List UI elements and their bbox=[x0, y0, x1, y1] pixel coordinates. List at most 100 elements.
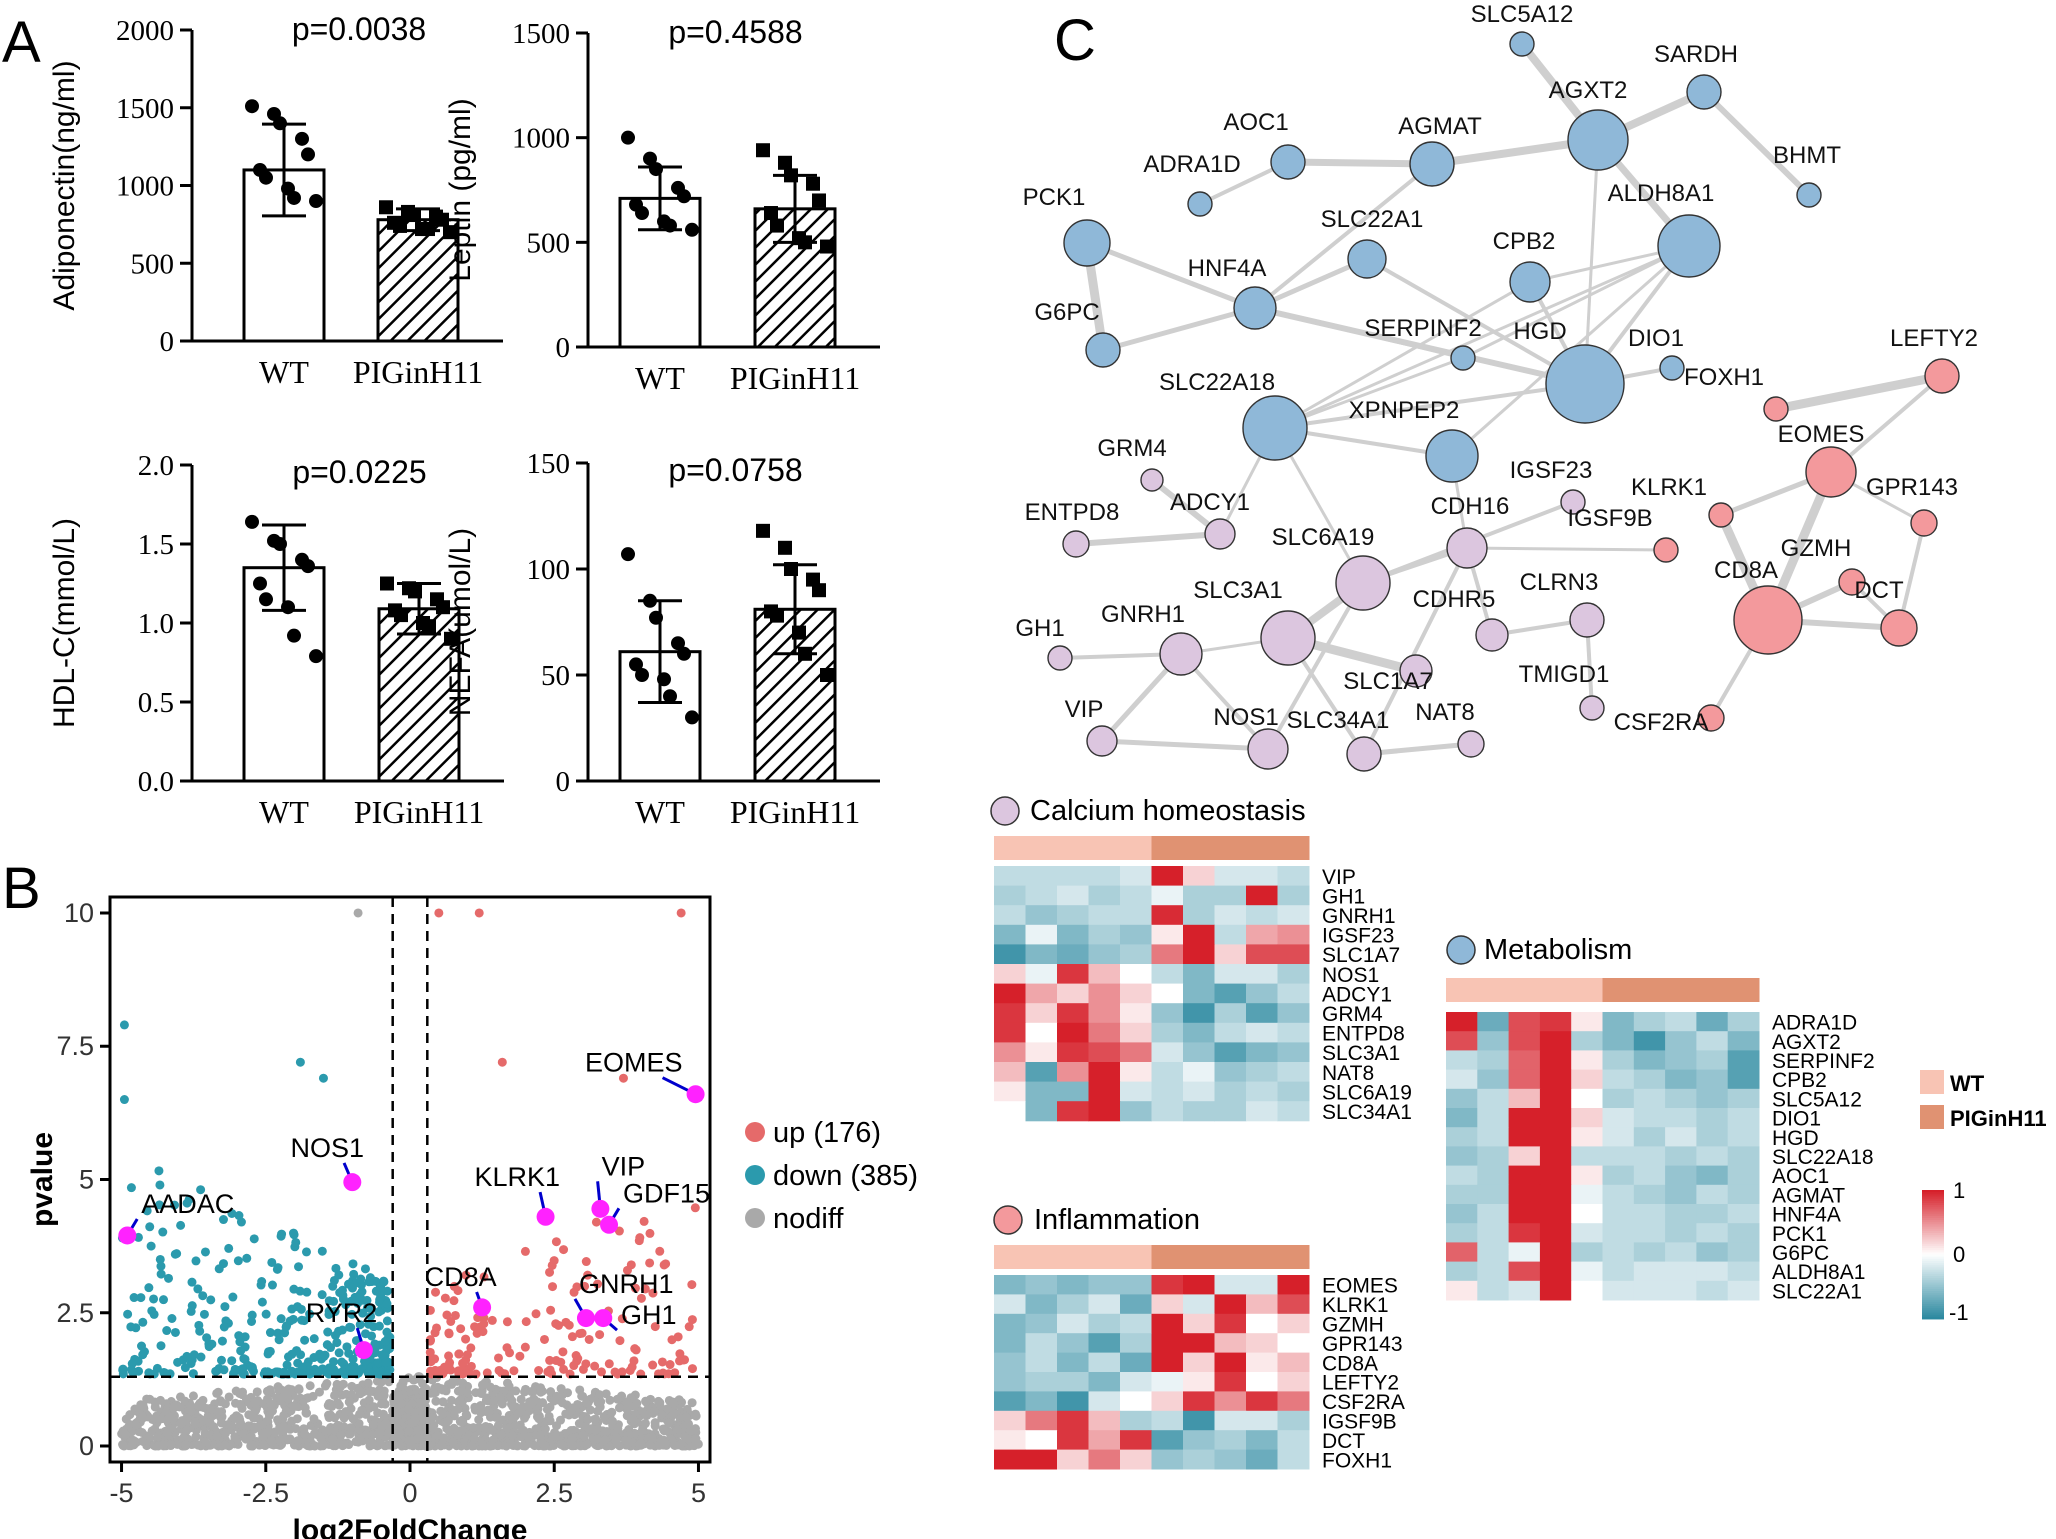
point-down bbox=[377, 1350, 387, 1360]
point-down bbox=[144, 1283, 154, 1293]
heatmap-cell bbox=[1246, 1430, 1278, 1451]
heatmap-cell bbox=[1665, 1012, 1697, 1032]
legend-swatch-nodiff bbox=[745, 1208, 765, 1228]
point-down bbox=[173, 1357, 183, 1367]
point-up bbox=[675, 1349, 685, 1359]
point-nodiff bbox=[663, 1404, 673, 1414]
heatmap-cell bbox=[1539, 1146, 1572, 1167]
heatmap-row-label: HNF4A bbox=[1772, 1204, 1841, 1227]
heatmap-cell bbox=[1508, 1031, 1541, 1051]
heatmap-row-label: LEFTY2 bbox=[1322, 1372, 1399, 1395]
heatmap-row-label: IGSF9B bbox=[1322, 1411, 1397, 1434]
heatmap-cell bbox=[1571, 1223, 1603, 1243]
point-down bbox=[305, 1309, 315, 1319]
color-scale-step bbox=[1922, 1273, 1944, 1277]
point-up bbox=[444, 1351, 454, 1361]
highlight-point bbox=[536, 1207, 555, 1226]
point-down bbox=[362, 1303, 372, 1313]
heatmap-cell bbox=[1539, 1223, 1572, 1243]
heatmap-cell bbox=[994, 1062, 1026, 1083]
point-nodiff bbox=[593, 1398, 603, 1408]
point-nodiff bbox=[153, 1432, 163, 1442]
edge-slc34a1-nat8 bbox=[1363, 741, 1472, 757]
heatmap-cell bbox=[1602, 1261, 1635, 1282]
heatmap-cell bbox=[1539, 1280, 1572, 1301]
heatmap-title: Calcium homeostasis bbox=[1030, 795, 1306, 827]
data-point-wt bbox=[649, 610, 663, 625]
point-down bbox=[186, 1306, 196, 1316]
point-up bbox=[440, 1293, 450, 1303]
heatmap-cell bbox=[1539, 1050, 1572, 1071]
heatmap-cell bbox=[1151, 1333, 1184, 1354]
point-nodiff bbox=[347, 1390, 357, 1400]
point-nodiff bbox=[578, 1430, 588, 1440]
node-slc1a7: SLC1A7 bbox=[1343, 654, 1433, 695]
color-scale-step bbox=[1922, 1263, 1944, 1266]
heatmap-cell bbox=[1633, 1050, 1666, 1071]
heatmap-cell bbox=[1120, 1042, 1152, 1063]
point-nodiff bbox=[138, 1436, 148, 1446]
point-up bbox=[622, 1265, 632, 1275]
heatmap-cell bbox=[1088, 1275, 1121, 1295]
color-scale-step bbox=[1922, 1239, 1944, 1243]
heatmap-cell bbox=[1602, 1127, 1635, 1147]
point-up bbox=[645, 1258, 655, 1268]
heatmap-cell bbox=[1088, 1062, 1121, 1083]
color-scale-step bbox=[1922, 1209, 1944, 1212]
heatmap-cell bbox=[1665, 1108, 1697, 1128]
heatmap-row-label: VIP bbox=[1322, 866, 1356, 889]
point-nodiff bbox=[582, 1398, 592, 1408]
point-nodiff bbox=[680, 1432, 690, 1442]
data-point-wt bbox=[671, 636, 685, 651]
point-up bbox=[559, 1245, 569, 1255]
point-nodiff bbox=[567, 1439, 577, 1449]
heatmap-cell bbox=[1057, 1003, 1089, 1024]
data-point-wt bbox=[663, 689, 677, 704]
node-cdh16: CDH16 bbox=[1431, 493, 1509, 569]
legend-swatch-up bbox=[745, 1122, 765, 1142]
node-agmat: AGMAT bbox=[1398, 113, 1482, 187]
bar-piginh11 bbox=[753, 207, 837, 349]
heatmap-cell bbox=[1277, 1449, 1310, 1470]
heatmap-cell bbox=[1088, 866, 1121, 887]
y-tick-label: 100 bbox=[527, 554, 571, 586]
annotation-cell-wt bbox=[1057, 836, 1089, 860]
node-label: VIP bbox=[1065, 696, 1104, 723]
heatmap-cell bbox=[1151, 905, 1184, 926]
heatmap-title: Inflammation bbox=[1034, 1204, 1200, 1236]
color-scale-max: 1 bbox=[1953, 1178, 1965, 1203]
point-up bbox=[445, 1358, 455, 1368]
point-nodiff bbox=[537, 1438, 547, 1448]
point-nodiff bbox=[353, 908, 363, 918]
point-up bbox=[521, 1317, 531, 1327]
data-point-piginh11 bbox=[408, 584, 422, 599]
data-point-piginh11 bbox=[380, 576, 394, 591]
highlight-eomes: EOMES bbox=[585, 1048, 705, 1104]
bar-chart-hdl: 0.0 0.5 1.0 1.5 2.0 HDL-C(mmol/L) p=0.0225 WT PI… bbox=[48, 450, 504, 830]
point-nodiff bbox=[476, 1388, 486, 1398]
annotation-cell-wt bbox=[1508, 978, 1541, 1002]
annotation-cell-piginh11 bbox=[1602, 978, 1635, 1002]
node-clrn3: CLRN3 bbox=[1520, 569, 1605, 638]
heatmap-cell bbox=[1057, 944, 1089, 965]
heatmap-cell bbox=[1571, 1165, 1603, 1186]
heatmap-row-label: SLC6A19 bbox=[1322, 1081, 1412, 1104]
point-nodiff bbox=[436, 1384, 446, 1394]
point-nodiff bbox=[645, 1440, 655, 1450]
heatmap-cell bbox=[1602, 1012, 1635, 1032]
point-nodiff bbox=[310, 1441, 320, 1451]
node-nat8: NAT8 bbox=[1415, 699, 1485, 758]
heatmap-row-label: HGD bbox=[1772, 1127, 1819, 1150]
point-down bbox=[138, 1350, 148, 1360]
point-down bbox=[382, 1286, 392, 1296]
point-nodiff bbox=[550, 1431, 560, 1441]
data-point-wt bbox=[281, 600, 295, 615]
heatmap-cell bbox=[1727, 1280, 1760, 1301]
highlight-point bbox=[473, 1298, 492, 1317]
heatmap-cell bbox=[1446, 1280, 1478, 1301]
heatmap-cell bbox=[1246, 1022, 1278, 1043]
heatmap-cell bbox=[1539, 1108, 1572, 1128]
point-up bbox=[618, 1073, 628, 1083]
point-down bbox=[189, 1350, 199, 1360]
point-nodiff bbox=[491, 1412, 501, 1422]
